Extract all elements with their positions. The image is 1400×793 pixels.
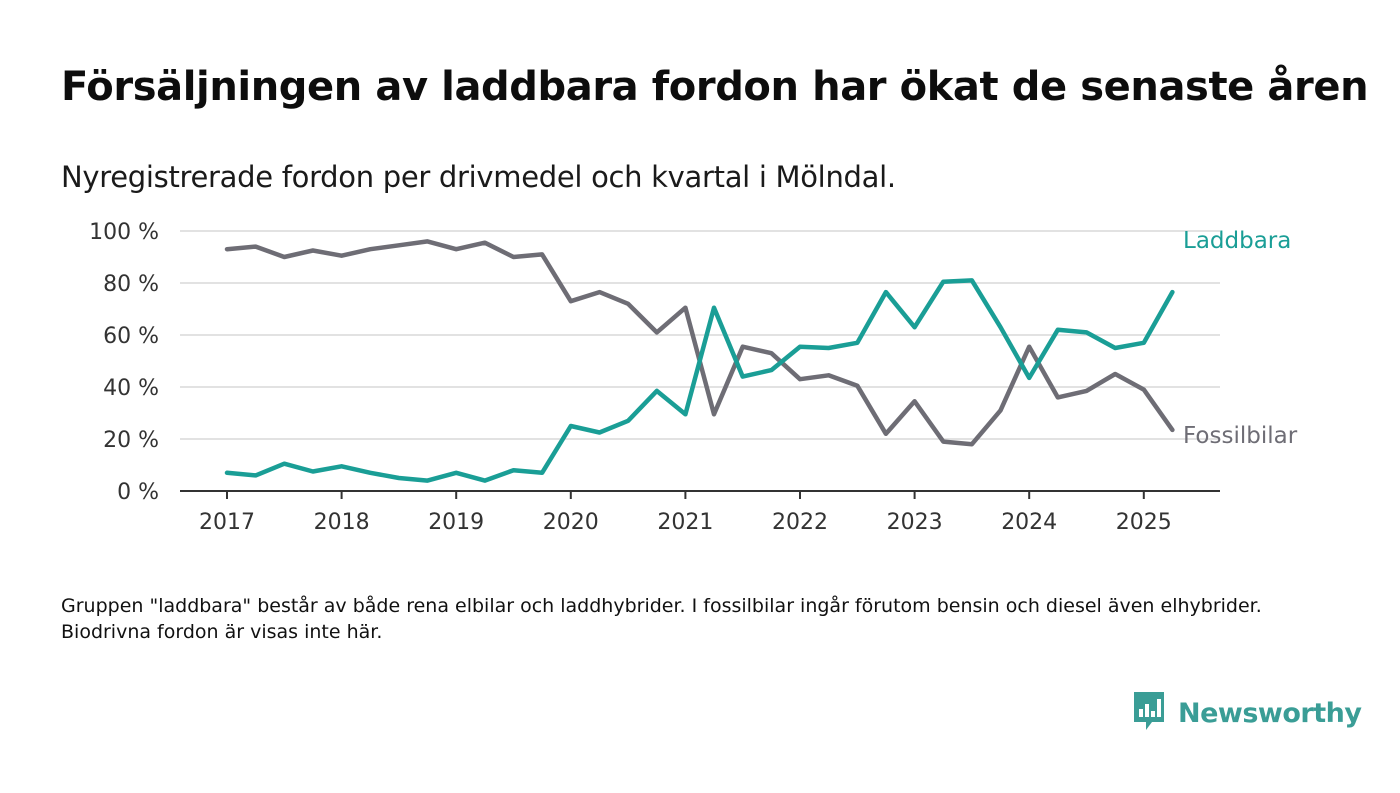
x-tick-label: 2021 (657, 510, 713, 535)
x-tick-label: 2020 (543, 510, 599, 535)
series-lines (224, 239, 1175, 483)
gridlines (180, 230, 1220, 440)
x-tick-label: 2025 (1116, 510, 1172, 535)
x-axis-ticks: 2017 2018 2019 2020 2021 2022 2023 2024 2025 (199, 491, 1172, 535)
chart-title: Försäljningen av laddbara fordon har öka… (61, 64, 1369, 110)
x-tick-label: 2019 (428, 510, 484, 535)
brand-logo[interactable]: Newsworthy (1132, 690, 1362, 736)
x-tick-label: 2017 (199, 510, 255, 535)
y-axis-labels: 0 % 20 % 40 % 60 % 80 % 100 % (89, 220, 159, 505)
series-label-laddbara: Laddbara (1183, 228, 1291, 254)
footnote: Gruppen "laddbara" består av både rena e… (61, 595, 1262, 643)
x-tick-label: 2018 (314, 510, 370, 535)
series-line-fossilbilar (224, 239, 1175, 447)
newsworthy-logo-icon (1132, 690, 1166, 736)
brand-name: Newsworthy (1178, 697, 1362, 729)
series-labels: Laddbara Fossilbilar (1183, 228, 1298, 449)
y-tick-label: 0 % (117, 480, 159, 505)
y-tick-label: 20 % (103, 428, 159, 453)
series-line-laddbara (224, 278, 1175, 483)
line-chart: 0 % 20 % 40 % 60 % 80 % 100 % 2017 2018 2019 202… (89, 220, 1298, 535)
x-tick-label: 2022 (772, 510, 828, 535)
y-tick-label: 60 % (103, 324, 159, 349)
x-tick-label: 2023 (887, 510, 943, 535)
y-tick-label: 40 % (103, 376, 159, 401)
y-tick-label: 100 % (89, 220, 159, 245)
chart-subtitle: Nyregistrerade fordon per drivmedel och … (61, 160, 896, 194)
x-tick-label: 2024 (1001, 510, 1057, 535)
series-label-fossilbilar: Fossilbilar (1183, 423, 1298, 449)
y-tick-label: 80 % (103, 272, 159, 297)
